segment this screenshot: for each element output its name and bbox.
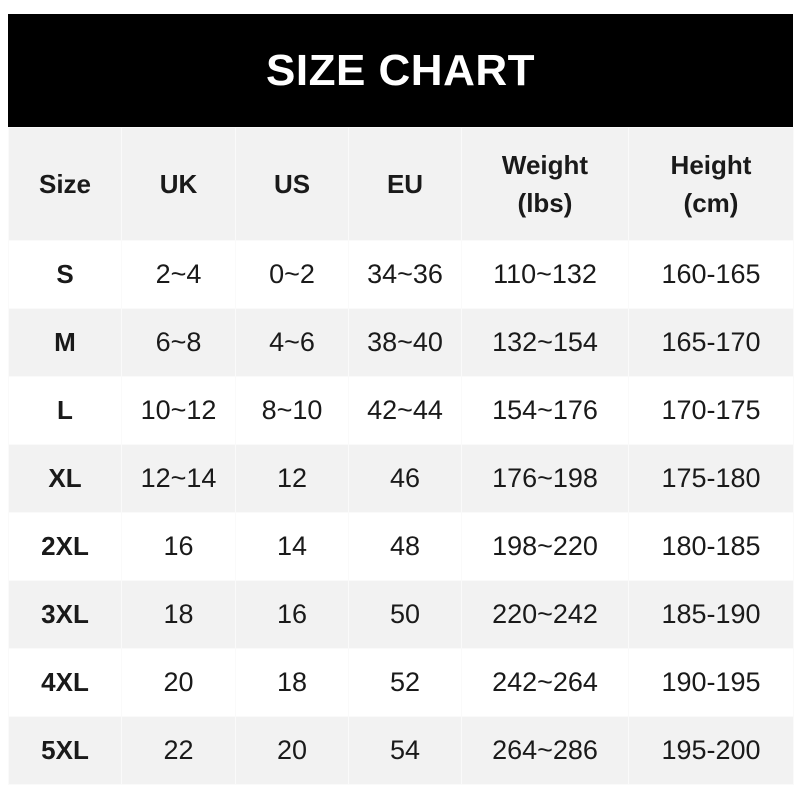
cell-weight: 220~242 <box>461 580 629 649</box>
cell-us: 8~10 <box>235 376 349 445</box>
table-row: M 6~8 4~6 38~40 132~154 165-170 <box>8 308 794 377</box>
table-row: 5XL 22 20 54 264~286 195-200 <box>8 716 794 785</box>
cell-eu: 34~36 <box>348 240 462 309</box>
cell-uk: 6~8 <box>121 308 236 377</box>
cell-weight: 264~286 <box>461 716 629 785</box>
cell-height: 195-200 <box>628 716 794 785</box>
cell-height: 180-185 <box>628 512 794 581</box>
cell-eu: 52 <box>348 648 462 717</box>
cell-height: 170-175 <box>628 376 794 445</box>
table-row: L 10~12 8~10 42~44 154~176 170-175 <box>8 376 794 445</box>
cell-size: S <box>8 240 122 309</box>
cell-eu: 42~44 <box>348 376 462 445</box>
cell-uk: 22 <box>121 716 236 785</box>
cell-us: 12 <box>235 444 349 513</box>
cell-height: 165-170 <box>628 308 794 377</box>
cell-weight: 132~154 <box>461 308 629 377</box>
cell-weight: 110~132 <box>461 240 629 309</box>
table-row: XL 12~14 12 46 176~198 175-180 <box>8 444 794 513</box>
header-row: Size UK US EU Weight (lbs) Height (cm) <box>8 127 794 241</box>
column-header-height: Height (cm) <box>628 127 794 241</box>
cell-height: 160-165 <box>628 240 794 309</box>
cell-uk: 16 <box>121 512 236 581</box>
cell-eu: 54 <box>348 716 462 785</box>
size-chart-table: Size UK US EU Weight (lbs) Height (cm) S 2~4 0~… <box>8 127 794 785</box>
cell-eu: 38~40 <box>348 308 462 377</box>
cell-size: L <box>8 376 122 445</box>
column-header-size: Size <box>8 127 122 241</box>
table-row: 4XL 20 18 52 242~264 190-195 <box>8 648 794 717</box>
cell-height: 190-195 <box>628 648 794 717</box>
table-row: 3XL 18 16 50 220~242 185-190 <box>8 580 794 649</box>
cell-weight: 198~220 <box>461 512 629 581</box>
cell-eu: 50 <box>348 580 462 649</box>
cell-size: XL <box>8 444 122 513</box>
cell-eu: 48 <box>348 512 462 581</box>
cell-size: M <box>8 308 122 377</box>
cell-weight: 242~264 <box>461 648 629 717</box>
table-row: S 2~4 0~2 34~36 110~132 160-165 <box>8 240 794 309</box>
cell-uk: 12~14 <box>121 444 236 513</box>
cell-size: 4XL <box>8 648 122 717</box>
cell-us: 14 <box>235 512 349 581</box>
table-row: 2XL 16 14 48 198~220 180-185 <box>8 512 794 581</box>
cell-height: 185-190 <box>628 580 794 649</box>
cell-uk: 10~12 <box>121 376 236 445</box>
cell-eu: 46 <box>348 444 462 513</box>
column-header-us: US <box>235 127 349 241</box>
column-header-eu: EU <box>348 127 462 241</box>
cell-height: 175-180 <box>628 444 794 513</box>
cell-us: 16 <box>235 580 349 649</box>
cell-uk: 20 <box>121 648 236 717</box>
cell-us: 18 <box>235 648 349 717</box>
cell-uk: 2~4 <box>121 240 236 309</box>
cell-us: 4~6 <box>235 308 349 377</box>
column-header-weight: Weight (lbs) <box>461 127 629 241</box>
cell-weight: 154~176 <box>461 376 629 445</box>
column-header-uk: UK <box>121 127 236 241</box>
cell-size: 2XL <box>8 512 122 581</box>
cell-size: 3XL <box>8 580 122 649</box>
cell-us: 0~2 <box>235 240 349 309</box>
cell-weight: 176~198 <box>461 444 629 513</box>
cell-size: 5XL <box>8 716 122 785</box>
cell-uk: 18 <box>121 580 236 649</box>
cell-us: 20 <box>235 716 349 785</box>
size-chart-title: SIZE CHART <box>8 14 793 127</box>
